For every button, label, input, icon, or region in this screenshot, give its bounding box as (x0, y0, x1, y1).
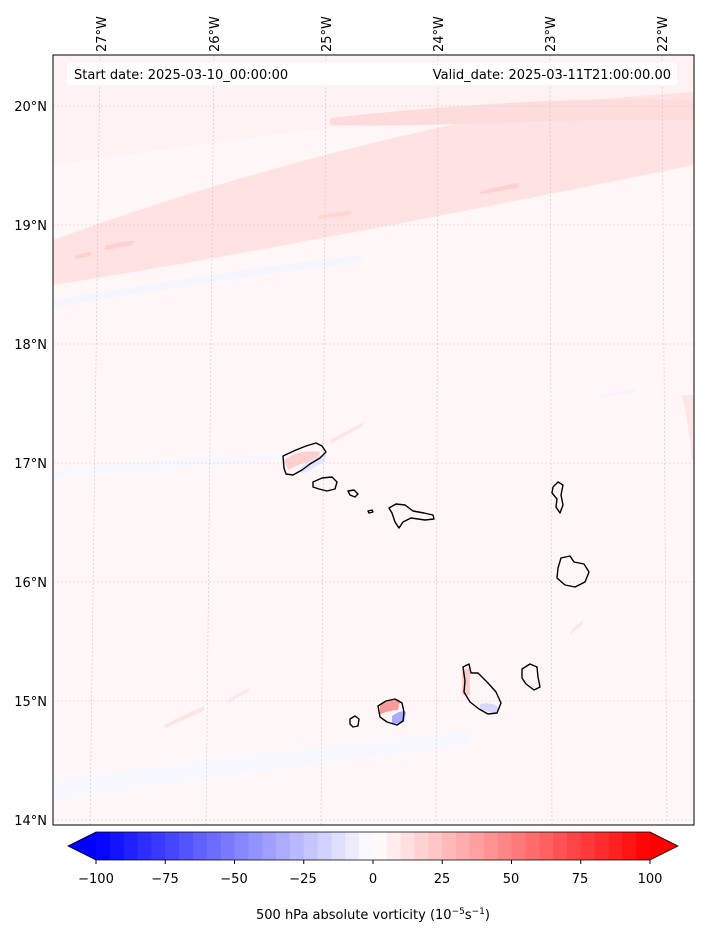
colorbar-segment (220, 832, 235, 860)
colorbar-segment (151, 832, 166, 860)
colorbar-segment (179, 832, 194, 860)
colorbar-segment (414, 832, 429, 860)
colorbar-segment (262, 832, 277, 860)
colorbar-tick-label: −100 (78, 872, 114, 887)
colorbar-segment (469, 832, 485, 860)
colorbar-segment (525, 832, 540, 860)
colorbar-segment (345, 832, 360, 860)
colorbar-tick-label: −50 (220, 872, 247, 887)
lat-label: 16°N (14, 576, 47, 591)
island-islet (367, 509, 374, 514)
lon-label: 23°W (544, 16, 559, 52)
colorbar-ticks: −100 −75 −50 −25 0 25 50 75 100 (78, 872, 662, 887)
lat-label: 18°N (14, 338, 47, 353)
colorbar-segment (497, 832, 512, 860)
colorbar-segment (123, 832, 139, 860)
colorbar-tick-label: −25 (289, 872, 316, 887)
colorbar-tick-label: 25 (434, 872, 451, 887)
lon-label: 24°W (432, 16, 447, 52)
lat-label: 19°N (14, 219, 47, 234)
island-sal (551, 481, 564, 514)
colorbar-segment (511, 832, 526, 860)
colorbar-segment (96, 832, 111, 860)
colorbar-segment (206, 832, 222, 860)
colorbar-segment (317, 832, 332, 860)
island-santiago (462, 663, 502, 715)
colorbar-segment (276, 832, 291, 860)
colorbar-segment (331, 832, 346, 860)
colorbar-tick-label: 0 (369, 872, 377, 887)
vorticity-field (53, 55, 694, 825)
colorbar-segment (608, 832, 623, 860)
valid-date-label: Valid_date: 2025-03-11T21:00:00.00 (433, 68, 671, 83)
island-santo-antao (282, 442, 327, 476)
colorbar-segment (553, 832, 568, 860)
colorbar-extend-high (650, 832, 678, 860)
island-boa-vista (556, 555, 590, 588)
colorbar-tick-label: 75 (572, 872, 589, 887)
colorbar-segment (109, 832, 125, 860)
island-sao-nicolau (388, 503, 435, 529)
colorbar-segment (289, 832, 305, 860)
colorbar-segment (636, 832, 651, 860)
lat-label: 15°N (14, 695, 47, 710)
info-box (67, 63, 677, 85)
colorbar-segment (566, 832, 582, 860)
vorticity-band (53, 85, 694, 285)
colorbar-segment (386, 832, 402, 860)
island-maio (521, 663, 541, 691)
lat-label: 14°N (14, 814, 47, 829)
colorbar-segment (483, 832, 499, 860)
colorbar-segment (359, 832, 374, 860)
island-santa-luzia (347, 489, 359, 498)
colorbar-segment (192, 832, 208, 860)
colorbar-segment (373, 832, 388, 860)
lon-label: 22°W (656, 16, 671, 52)
colorbar-segment (622, 832, 637, 860)
colorbar-segment (428, 832, 443, 860)
island-sao-vicente (312, 476, 338, 492)
lat-label: 20°N (14, 100, 47, 115)
island-fogo (377, 698, 405, 726)
lon-label: 27°W (95, 16, 110, 52)
colorbar-tick-label: 50 (503, 872, 520, 887)
start-date-label: Start date: 2025-03-10_00:00:00 (74, 68, 288, 83)
islands (282, 442, 590, 728)
colorbar-segment (456, 832, 471, 860)
map-frame (52, 54, 695, 826)
lat-label: 17°N (14, 457, 47, 472)
colorbar-segment (303, 832, 319, 860)
colorbar-segment (248, 832, 263, 860)
colorbar-segment (400, 832, 416, 860)
colorbar-segment (594, 832, 609, 860)
colorbar-tick-label: 100 (638, 872, 663, 887)
colorbar-segment (137, 832, 152, 860)
colorbar-segment (165, 832, 180, 860)
graticule (53, 55, 694, 825)
colorbar-segment (539, 832, 554, 860)
colorbar-segment (442, 832, 457, 860)
lon-label: 25°W (320, 16, 335, 52)
lon-label: 26°W (208, 16, 223, 52)
colorbar-segment (234, 832, 249, 860)
island-brava (349, 715, 360, 728)
colorbar-extend-low (68, 832, 96, 860)
colorbar-tick-label: −75 (151, 872, 178, 887)
colorbar (67, 831, 679, 864)
colorbar-segment (580, 832, 596, 860)
colorbar-label: 500 hPa absolute vorticity (10−5s−1) (256, 907, 490, 923)
